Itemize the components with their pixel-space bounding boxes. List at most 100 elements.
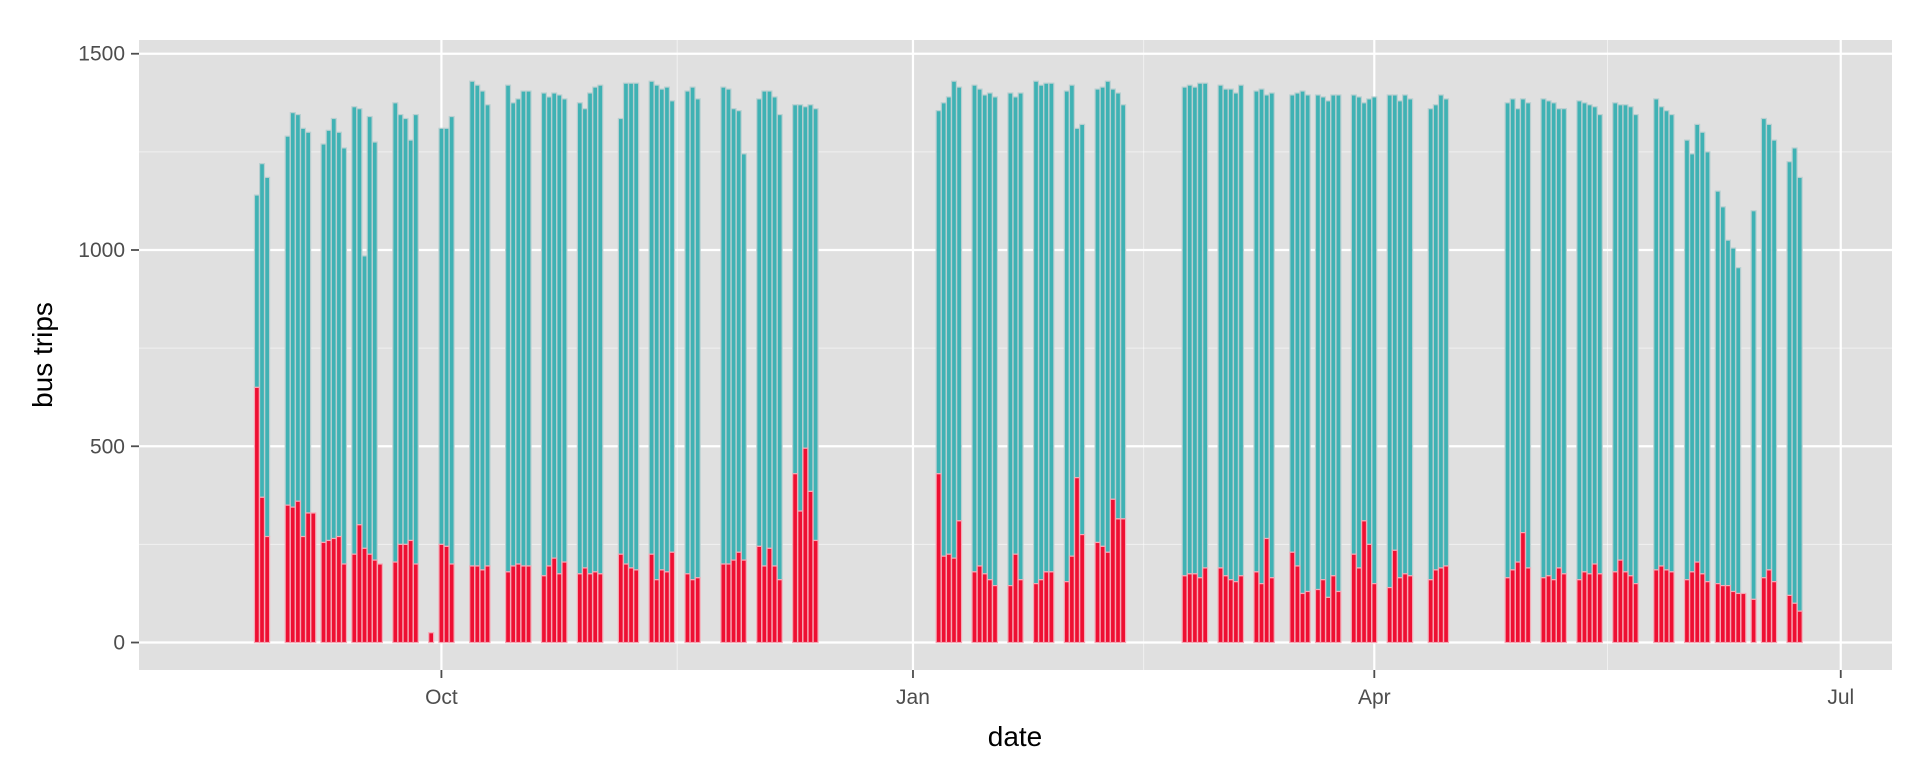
bar-top-segment <box>1540 98 1547 579</box>
y-axis: 0 500 1000 1500 <box>78 43 139 655</box>
bar-bottom-segment <box>525 565 532 644</box>
bar-bottom-segment <box>950 557 958 644</box>
bar-top-segment <box>540 92 547 577</box>
bar-bottom-segment <box>1258 583 1265 644</box>
bar-bottom-segment <box>1540 577 1547 644</box>
bar-bottom-segment <box>1104 551 1111 644</box>
bar-top-segment <box>551 92 558 559</box>
bar-top-segment <box>1771 139 1778 583</box>
bar-top-segment <box>950 80 958 559</box>
bar-bottom-segment <box>520 565 527 644</box>
bar-top-segment <box>1186 84 1193 575</box>
bar-top-segment <box>730 108 737 561</box>
bar-top-segment <box>258 163 266 498</box>
bar-bottom-segment <box>935 473 942 644</box>
bar-bottom-segment <box>771 565 778 644</box>
bar-bottom-segment <box>1314 588 1321 644</box>
bar-bottom-segment <box>761 565 768 644</box>
bar-top-segment <box>474 84 481 567</box>
bar-bottom-segment <box>361 547 368 644</box>
bar-top-segment <box>771 96 778 567</box>
bar-top-segment <box>1043 82 1050 573</box>
bar-bottom-segment <box>1017 579 1024 644</box>
bar-bottom-segment <box>320 541 327 644</box>
x-tick-label: Oct <box>425 686 458 709</box>
bar-bottom-segment <box>1325 596 1332 644</box>
bar-bottom-segment <box>1632 583 1639 644</box>
bar-bottom-segment <box>1525 567 1532 644</box>
bar-top-segment <box>1017 92 1024 581</box>
bar-bottom-segment <box>305 512 312 644</box>
bar-top-segment <box>648 80 655 555</box>
bar-top-segment <box>1694 123 1701 563</box>
bar-bottom-segment <box>1073 477 1081 644</box>
bar-bottom-segment <box>1796 610 1803 644</box>
bar-top-segment <box>525 90 532 567</box>
y-tick-label: 0 <box>113 632 125 655</box>
bar-top-segment <box>561 98 568 563</box>
bar-bottom-segment <box>556 573 563 644</box>
bar-bottom-segment <box>1555 567 1562 644</box>
bar-top-segment <box>1304 94 1311 593</box>
bar-bottom-segment <box>505 571 512 644</box>
bar-bottom-segment <box>284 504 291 644</box>
bar-top-segment <box>976 88 983 567</box>
bar-bottom-segment <box>1786 594 1793 644</box>
bar-top-segment <box>1320 96 1327 581</box>
bar-bottom-segment <box>592 571 599 644</box>
bar-bottom-segment <box>1355 567 1362 644</box>
bar-bottom-segment <box>581 567 588 644</box>
bar-top-segment <box>761 90 768 567</box>
bar-top-segment <box>366 115 373 555</box>
bar-bottom-segment <box>1704 581 1711 644</box>
bar-top-segment <box>1048 82 1055 573</box>
bar-bottom-segment <box>469 565 476 644</box>
bar-top-segment <box>340 147 348 565</box>
bar-bottom-segment <box>730 559 737 644</box>
bar-bottom-segment <box>1627 575 1634 644</box>
bar-bottom-segment <box>310 512 317 644</box>
bar-top-segment <box>1191 86 1198 575</box>
bar-top-segment <box>1632 113 1639 585</box>
bar-bottom-segment <box>1612 571 1619 644</box>
bar-bottom-segment <box>1320 579 1327 644</box>
bar-bottom-segment <box>1120 518 1127 644</box>
bar-bottom-segment <box>663 571 670 644</box>
bar-top-segment <box>1217 84 1224 569</box>
bar-top-segment <box>986 92 993 581</box>
bar-bottom-segment <box>1591 563 1598 644</box>
bar-top-segment <box>735 110 742 553</box>
bar-top-segment <box>1094 88 1101 544</box>
bar-top-segment <box>1289 94 1296 553</box>
bar-bottom-segment <box>253 386 260 644</box>
bar-top-segment <box>807 104 814 493</box>
bar-top-segment <box>505 84 512 573</box>
bar-top-segment <box>1612 102 1619 573</box>
bar-bottom-segment <box>551 557 558 644</box>
bar-top-segment <box>1699 131 1706 575</box>
bar-bottom-segment <box>438 543 445 644</box>
bar-top-segment <box>797 104 804 512</box>
bar-bottom-segment <box>356 524 363 644</box>
bar-top-segment <box>407 139 414 542</box>
bar-bottom-segment <box>576 573 583 644</box>
bar-bottom-segment <box>1232 581 1239 644</box>
bar-bottom-segment <box>299 535 307 644</box>
bar-top-segment <box>1104 80 1111 553</box>
bar-bottom-segment <box>1663 569 1670 644</box>
bar-bottom-segment <box>807 490 814 644</box>
bar-bottom-segment <box>940 555 947 644</box>
bar-bottom-segment <box>694 577 701 644</box>
bar-top-segment <box>802 106 809 449</box>
bar-top-segment <box>356 108 363 526</box>
bar-top-segment <box>991 96 999 587</box>
bar-bottom-segment <box>1550 579 1557 644</box>
bar-bottom-segment <box>1263 537 1270 644</box>
bar-bottom-segment <box>1012 553 1019 644</box>
bar-top-segment <box>1730 247 1737 593</box>
bar-top-segment <box>448 115 455 565</box>
bar-bottom-segment <box>740 559 747 644</box>
bar-bottom-segment <box>1617 559 1624 644</box>
bar-bottom-segment <box>971 571 978 644</box>
